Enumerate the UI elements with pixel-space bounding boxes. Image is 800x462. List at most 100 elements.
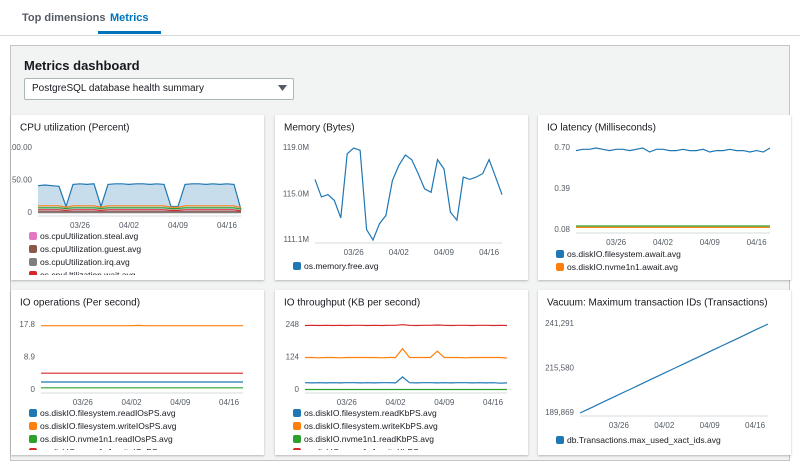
y-tick-label: 0 <box>295 385 300 394</box>
legend: os.memory.free.avg <box>293 259 515 275</box>
legend-swatch <box>556 435 564 444</box>
chart: IO latency (Milliseconds) 0.08 0.39 0.70 03/… <box>547 123 771 247</box>
series-line <box>314 147 503 242</box>
y-tick-label: 241,291 <box>545 319 574 328</box>
legend: os.diskIO.filesystem.readKbPS.avg os.disk… <box>293 408 515 450</box>
legend-swatch <box>556 263 564 271</box>
legend-item: os.cpuUtilization.wait.avg <box>29 270 135 275</box>
chart: Vacuum: Maximum transaction IDs (Transac… <box>545 298 769 430</box>
x-tick-label: 04/09 <box>700 421 721 430</box>
x-tick-label: 04/16 <box>217 221 238 230</box>
legend-item: os.diskIO.filesystem.await.avg <box>556 249 681 259</box>
x-tick-label: 03/26 <box>70 221 91 230</box>
legend-label: os.diskIO.nvme1n1.await.avg <box>567 262 679 272</box>
series-line <box>37 183 242 210</box>
series-line <box>38 205 242 209</box>
legend-swatch <box>293 435 301 443</box>
y-tick-label: 0.70 <box>554 143 570 152</box>
series-line <box>579 323 769 414</box>
legend-label: os.memory.free.avg <box>304 260 379 271</box>
legend: os.diskIO.filesystem.await.avg os.diskIO.… <box>556 249 778 275</box>
x-tick-label: 04/09 <box>700 238 721 247</box>
legend-item: os.diskIO.nvme1n1.writeKbPS.avg <box>293 447 507 450</box>
legend-swatch <box>29 245 37 253</box>
legend-label: os.cpuUtilization.wait.avg <box>40 270 136 275</box>
legend-label: os.cpuUtilization.steal.avg <box>40 231 139 241</box>
x-tick-label: 04/02 <box>122 398 143 407</box>
legend-swatch <box>293 422 301 430</box>
legend-item: db.Transactions.max_used_xact_ids.avg <box>556 432 721 447</box>
legend-label: os.diskIO.filesystem.writeKbPS.avg <box>304 421 438 431</box>
legend: os.diskIO.filesystem.readIOsPS.avg os.dis… <box>29 408 251 450</box>
legend: db.Transactions.max_used_xact_ids.avg <box>556 432 778 450</box>
chart: IO operations (Per second) 0 8.9 17.8 03/26 0… <box>19 298 243 407</box>
legend-swatch <box>556 250 564 258</box>
x-tick-label: 04/09 <box>168 221 189 230</box>
y-tick-label: 124 <box>286 353 300 362</box>
y-tick-label: 100.00 <box>11 143 33 152</box>
x-tick-label: 04/02 <box>119 221 140 230</box>
x-tick-label: 04/09 <box>170 398 191 407</box>
legend-swatch <box>29 271 37 275</box>
tab[interactable]: Metrics <box>98 0 161 34</box>
legend-label: os.diskIO.filesystem.readIOsPS.avg <box>40 408 176 418</box>
legend-label: os.diskIO.filesystem.writeIOsPS.avg <box>40 421 177 431</box>
legend-item: os.cpuUtilization.guest.avg <box>29 244 141 254</box>
series-line <box>575 147 771 153</box>
series-line <box>304 324 508 327</box>
chart-panel: CPU utilization (Percent) 0 50.00 100.00 03/… <box>8 115 264 280</box>
y-tick-label: 248 <box>286 320 300 329</box>
x-tick-label: 04/02 <box>653 238 674 247</box>
tab[interactable]: Top dimensions <box>22 12 106 24</box>
chart-title: IO latency (Milliseconds) <box>547 123 656 134</box>
x-tick-label: 03/26 <box>606 238 627 247</box>
legend-swatch <box>29 435 37 443</box>
legend-swatch <box>29 409 37 417</box>
chart-title: IO operations (Per second) <box>20 298 140 309</box>
y-tick-label: 215,580 <box>545 364 574 373</box>
x-tick-label: 04/09 <box>434 398 455 407</box>
y-tick-label: 0 <box>28 208 33 217</box>
x-tick-label: 04/16 <box>747 238 768 247</box>
chart-panel: Vacuum: Maximum transaction IDs (Transac… <box>538 290 791 455</box>
legend-swatch <box>293 409 301 417</box>
y-tick-label: 8.9 <box>24 353 36 362</box>
legend-swatch <box>293 261 301 270</box>
chart-title: Memory (Bytes) <box>284 123 355 134</box>
series-line <box>38 207 242 210</box>
legend-label: os.cpuUtilization.irq.avg <box>40 257 130 267</box>
chart: CPU utilization (Percent) 0 50.00 100.00 03/… <box>8 123 242 230</box>
x-tick-label: 04/16 <box>483 398 504 407</box>
legend-label: os.diskIO.nvme1n1.readKbPS.avg <box>304 434 434 444</box>
x-tick-label: 04/16 <box>479 248 500 257</box>
legend-label: os.diskIO.filesystem.await.avg <box>567 249 681 259</box>
y-tick-label: 0.08 <box>554 225 570 234</box>
x-tick-label: 04/16 <box>219 398 240 407</box>
chart: Memory (Bytes) 111.1M 115.0M 119.0M 03/26 04/… <box>283 123 503 257</box>
dashboard-title: Metrics dashboard <box>24 58 140 73</box>
legend-label: os.diskIO.nvme1n1.readIOsPS.avg <box>40 434 173 444</box>
legend: os.cpuUtilization.steal.avg os.cpuUtiliza… <box>29 231 251 275</box>
legend-swatch <box>29 448 37 450</box>
x-tick-label: 04/02 <box>386 398 407 407</box>
dashboard: Metrics dashboard PostgreSQL database he… <box>8 45 791 461</box>
legend-swatch <box>29 232 37 240</box>
tab-bar: Top dimensions Metrics <box>0 0 800 36</box>
x-tick-label: 04/02 <box>654 421 675 430</box>
dashboard-select[interactable]: PostgreSQL database health summary <box>24 78 294 100</box>
series-line <box>38 209 242 212</box>
legend-swatch <box>293 448 301 450</box>
y-tick-label: 189,869 <box>545 408 574 417</box>
legend-item: os.diskIO.nvme1n1.writeIOsPS.avg <box>29 447 243 450</box>
y-tick-label: 119.0M <box>283 143 309 152</box>
legend-item: os.diskIO.filesystem.readIOsPS.avg <box>29 408 243 418</box>
chart: IO throughput (KB per second) 0 124 248 03/2… <box>284 298 508 407</box>
x-tick-label: 03/26 <box>337 398 358 407</box>
x-tick-label: 04/16 <box>745 421 766 430</box>
select-value: PostgreSQL database health summary <box>32 83 204 94</box>
legend-swatch <box>29 258 37 266</box>
legend-label: os.diskIO.nvme1n1.writeIOsPS.avg <box>40 447 174 450</box>
series-line <box>304 376 508 384</box>
series-line <box>305 347 508 359</box>
